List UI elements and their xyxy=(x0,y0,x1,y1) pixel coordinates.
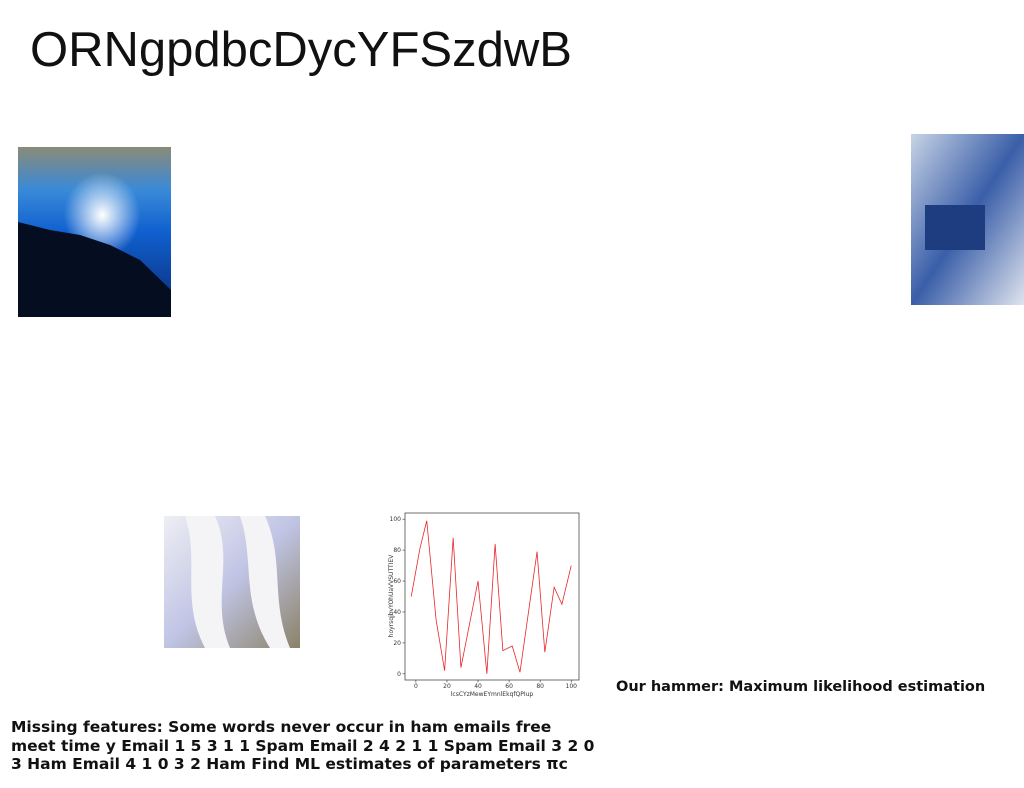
y-tick-label: 100 xyxy=(390,516,402,523)
body-line: 3 Ham Email 4 1 0 3 2 Ham Find ML estima… xyxy=(11,755,568,773)
caption: Our hammer: Maximum likelihood estimatio… xyxy=(616,679,986,695)
body-line: Missing features: Some words never occur… xyxy=(11,718,552,736)
x-tick-label: 60 xyxy=(505,683,513,690)
image-fold xyxy=(185,516,290,648)
x-tick-label: 20 xyxy=(443,683,451,690)
x-tick-label: 100 xyxy=(566,683,578,690)
image-sofa xyxy=(925,205,985,250)
y-tick-label: 0 xyxy=(397,671,401,678)
title: ORNgpdbcDycYFSzdwB xyxy=(30,23,572,77)
y-tick-label: 80 xyxy=(393,547,401,554)
body-line: meet time y Email 1 5 3 1 1 Spam Email 2… xyxy=(11,736,595,755)
image-mountain xyxy=(18,222,171,317)
data-line xyxy=(410,520,572,674)
plot-frame xyxy=(404,512,580,681)
x-tick-label: 80 xyxy=(536,683,544,690)
y-axis-label: hoyrsqjbvYOhUaVVSUTTIEV xyxy=(388,554,395,638)
chart: lcsCYzMewEYmnlEkqfQPIup hoyrsqjbvYOhUaVV… xyxy=(385,508,585,698)
x-axis-label: lcsCYzMewEYmnlEkqfQPIup xyxy=(451,691,534,698)
y-tick-label: 20 xyxy=(393,640,401,647)
x-tick-label: 40 xyxy=(474,683,482,690)
y-tick-label: 60 xyxy=(393,578,401,585)
y-tick-label: 40 xyxy=(393,609,401,616)
body-text: Missing features: Some words never occur… xyxy=(11,718,594,774)
chart-background xyxy=(385,508,585,698)
x-tick-label: 0 xyxy=(414,683,418,690)
